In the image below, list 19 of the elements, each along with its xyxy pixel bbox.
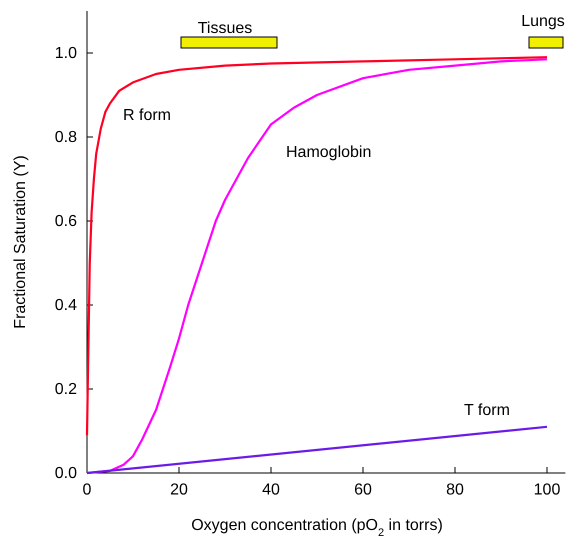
y-tick-label: 1.0 bbox=[54, 45, 78, 62]
y-tick-label: 0.0 bbox=[54, 465, 78, 482]
annotation: Hamoglobin bbox=[286, 144, 372, 161]
annotation: R form bbox=[123, 107, 171, 124]
annotation: T form bbox=[464, 402, 510, 419]
x-tick-label: 100 bbox=[534, 481, 560, 498]
x-axis-title: Oxygen concentration (pO$_{2}$ in torrs) bbox=[191, 517, 443, 539]
x-tick-label: 20 bbox=[170, 481, 188, 498]
x-tick-label: 60 bbox=[354, 481, 372, 498]
y-tick-label: 0.4 bbox=[54, 297, 78, 314]
annotation: Tissues bbox=[198, 20, 252, 37]
y-axis-title: Fractional Saturation (Y) bbox=[12, 155, 29, 329]
y-tick-label: 0.2 bbox=[54, 381, 78, 398]
x-tick-label: 80 bbox=[446, 481, 464, 498]
y-tick-label: 0.6 bbox=[54, 213, 78, 230]
annotation: Lungs bbox=[521, 13, 565, 30]
y-tick-label: 0.8 bbox=[54, 129, 78, 146]
x-tick-label: 0 bbox=[82, 481, 92, 498]
x-tick-label: 40 bbox=[262, 481, 280, 498]
